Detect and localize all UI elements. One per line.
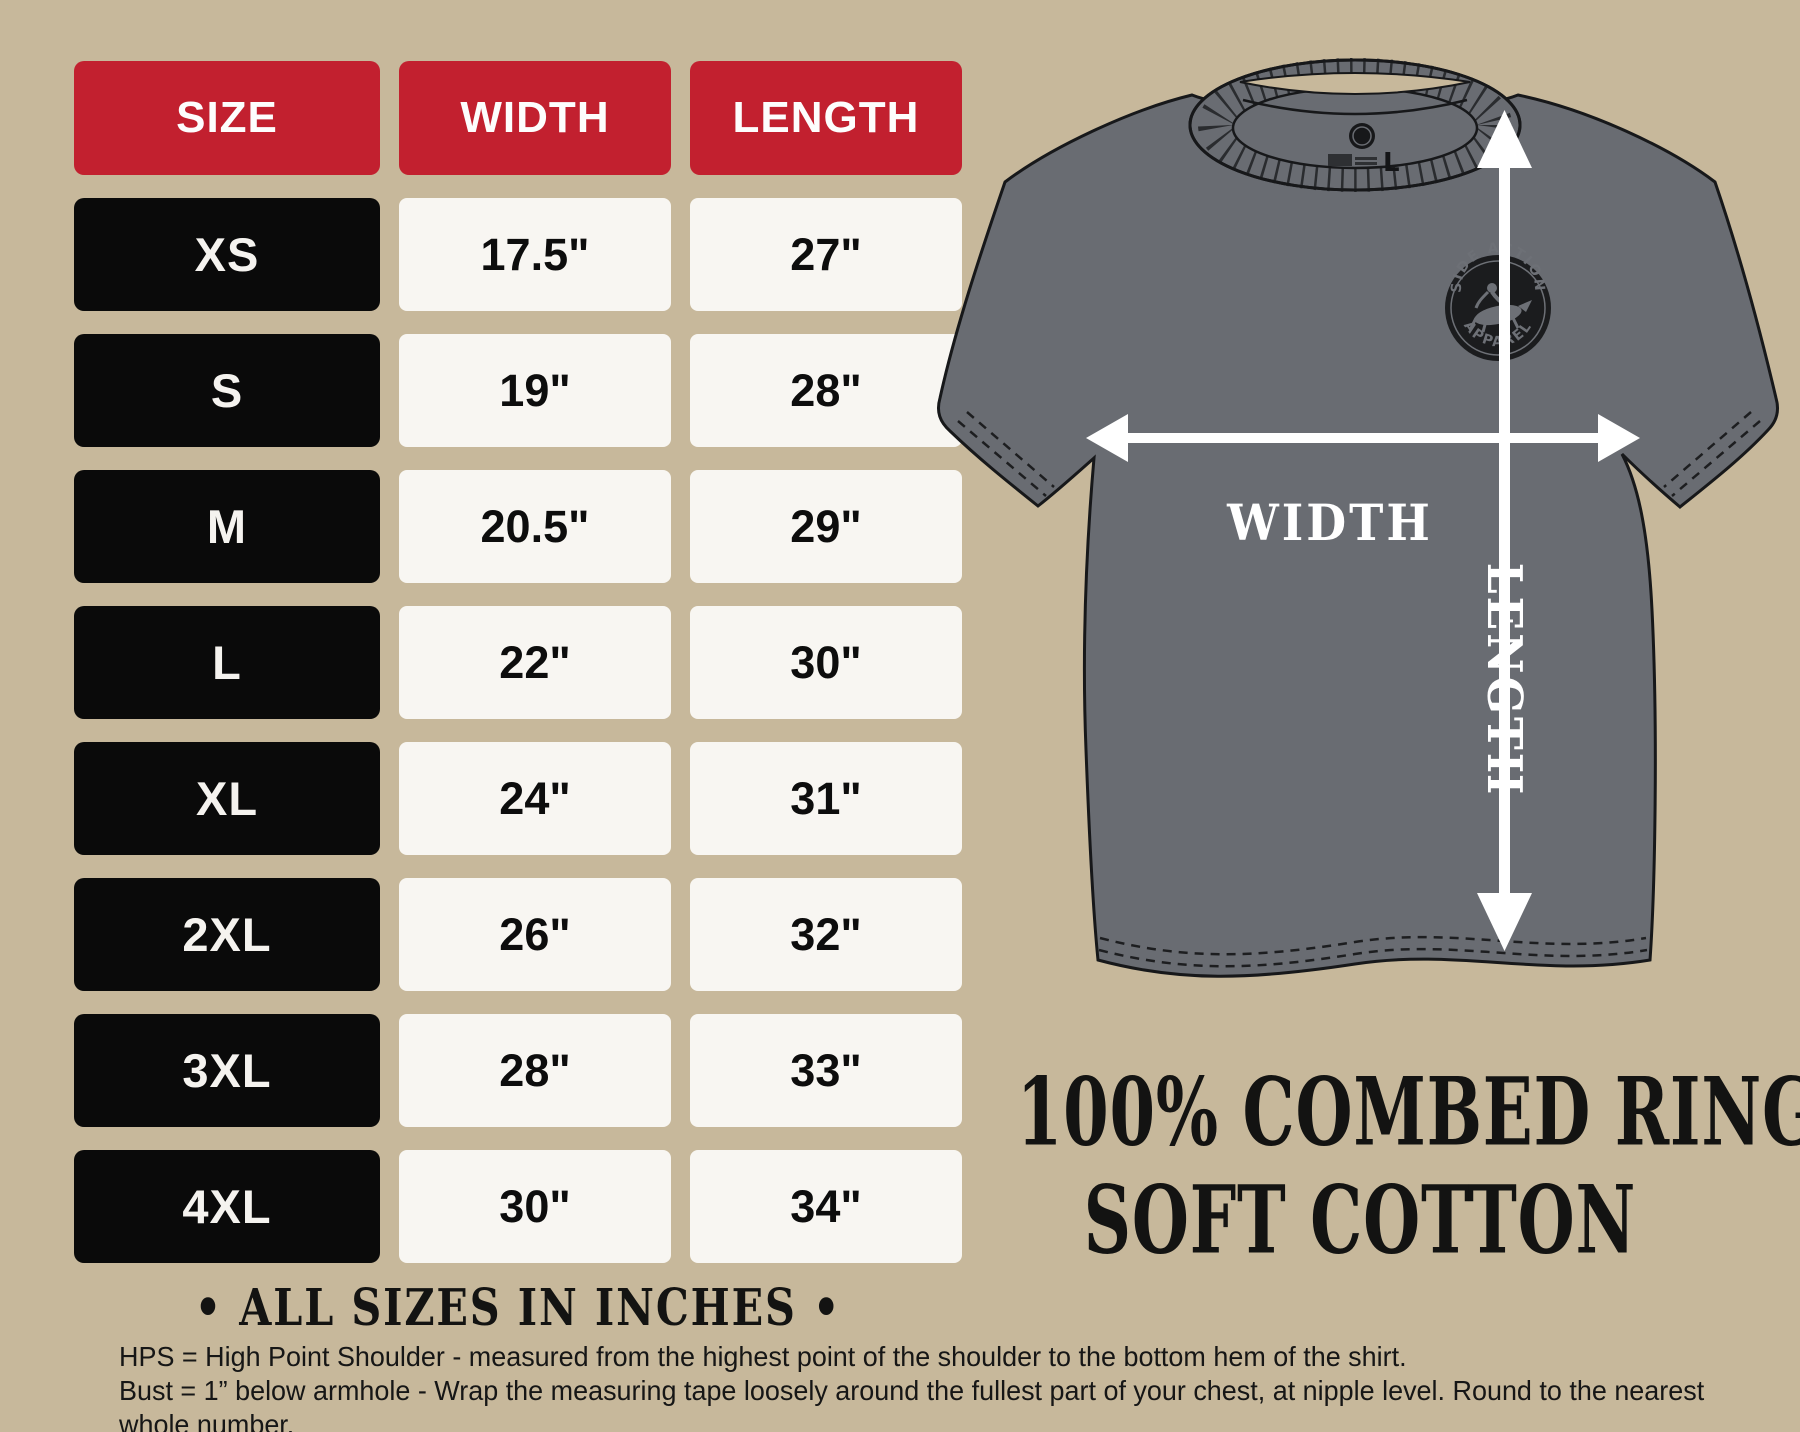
sleeve-stitch-line	[957, 420, 1047, 497]
tag-size-label: L	[1383, 148, 1400, 178]
tshirt-svg: L SIDE ACTION APPAREL	[936, 58, 1780, 978]
header-width: WIDTH	[399, 61, 671, 175]
fabric-line-2: SOFT COTTON	[1083, 1164, 1637, 1275]
length-cell: 31"	[690, 742, 962, 855]
neck-hole-gap	[1239, 72, 1471, 95]
hem-stitch-line	[1098, 947, 1648, 968]
size-cell: L	[74, 606, 380, 719]
hps-footnote: HPS = High Point Shoulder - measured fro…	[119, 1341, 1407, 1372]
all-sizes-note: • ALL SIZES IN INCHES •	[194, 1278, 842, 1338]
size-cell: 3XL	[74, 1014, 380, 1127]
size-table: SIZE WIDTH LENGTH XS 17.5" 27" S 19" 28"…	[74, 61, 962, 1263]
width-cell: 20.5"	[399, 470, 671, 583]
length-cell: 33"	[690, 1014, 962, 1127]
size-cell: 2XL	[74, 878, 380, 991]
size-cell: XS	[74, 198, 380, 311]
bust-footnote: Bust = 1” below armhole - Wrap the measu…	[119, 1375, 1705, 1432]
length-cell: 30"	[690, 606, 962, 719]
width-cell: 19"	[399, 334, 671, 447]
fabric-line-1: 100% COMBED RINGSPUN	[1016, 1056, 1800, 1167]
brand-logo: SIDE ACTION APPAREL	[1445, 240, 1551, 361]
size-cell: S	[74, 334, 380, 447]
length-cell: 27"	[690, 198, 962, 311]
width-cell: 30"	[399, 1150, 671, 1263]
header-length: LENGTH	[690, 61, 962, 175]
length-arrow	[1477, 110, 1532, 951]
sleeve-stitch-line	[966, 411, 1055, 488]
tag-flag-icon	[1328, 154, 1352, 166]
size-cell: M	[74, 470, 380, 583]
length-cell: 28"	[690, 334, 962, 447]
width-cell: 17.5"	[399, 198, 671, 311]
tshirt-body	[936, 93, 1780, 978]
length-cell: 29"	[690, 470, 962, 583]
width-cell: 26"	[399, 878, 671, 991]
size-cell: XL	[74, 742, 380, 855]
header-size: SIZE	[74, 61, 380, 175]
width-cell: 22"	[399, 606, 671, 719]
sleeve-stitch-line	[1663, 411, 1752, 488]
width-cell: 28"	[399, 1014, 671, 1127]
size-cell: 4XL	[74, 1150, 380, 1263]
measurement-footnotes: HPS = High Point Shoulder - measured fro…	[119, 1340, 1746, 1432]
tshirt-illustration: L SIDE ACTION APPAREL	[900, 30, 1800, 1030]
length-cell: 34"	[690, 1150, 962, 1263]
length-cell: 32"	[690, 878, 962, 991]
width-arrow	[1086, 414, 1640, 462]
fabric-description: 100% COMBED RINGSPUN SOFT COTTON	[920, 1056, 1800, 1275]
length-arrow-label: LENGTH	[1477, 563, 1533, 798]
back-neck-seam	[1242, 98, 1468, 116]
width-cell: 24"	[399, 742, 671, 855]
collar: L	[1188, 58, 1522, 192]
sleeve-stitch-line	[1671, 420, 1761, 497]
neck-tag: L	[1328, 123, 1400, 178]
width-arrow-label: WIDTH	[1226, 494, 1433, 552]
hem-stitch-line	[1099, 935, 1647, 956]
